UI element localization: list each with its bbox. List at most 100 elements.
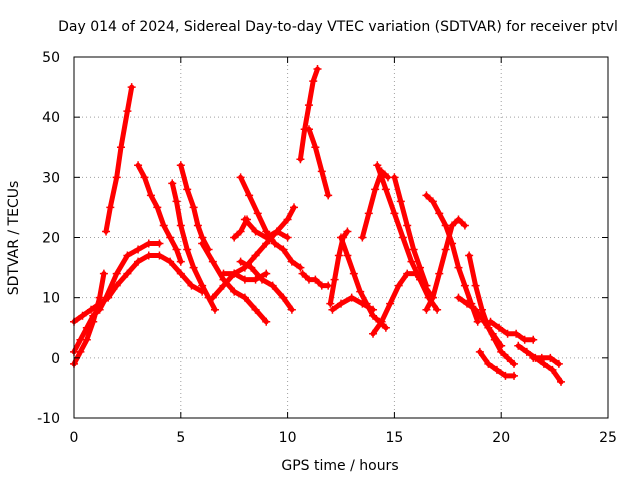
x-tick-label: 15 bbox=[385, 430, 403, 446]
data-point bbox=[189, 263, 198, 272]
data-point bbox=[208, 257, 217, 266]
data-point bbox=[381, 185, 390, 194]
data-point bbox=[454, 293, 463, 302]
data-point bbox=[176, 269, 185, 278]
series-trace bbox=[515, 343, 564, 385]
data-point bbox=[236, 173, 245, 182]
data-point bbox=[396, 197, 405, 206]
data-point bbox=[247, 263, 256, 272]
data-point bbox=[407, 257, 416, 266]
series-arc-14 bbox=[236, 173, 305, 272]
data-point bbox=[554, 359, 563, 368]
data-point bbox=[529, 335, 538, 344]
data-point bbox=[146, 191, 155, 200]
data-point bbox=[522, 347, 531, 356]
data-point bbox=[520, 335, 529, 344]
data-point bbox=[155, 239, 164, 248]
data-point bbox=[134, 257, 143, 266]
data-point bbox=[471, 281, 480, 290]
series-arc-25 bbox=[422, 215, 469, 314]
data-point bbox=[324, 281, 333, 290]
data-point bbox=[159, 221, 168, 230]
data-point bbox=[262, 269, 271, 278]
data-point bbox=[253, 209, 262, 218]
data-point bbox=[236, 227, 245, 236]
data-point bbox=[433, 305, 442, 314]
x-tick-label: 10 bbox=[279, 430, 297, 446]
x-tick-label: 5 bbox=[176, 430, 185, 446]
data-point bbox=[251, 227, 260, 236]
y-tick-label: 20 bbox=[42, 231, 60, 247]
data-point bbox=[87, 305, 96, 314]
data-point bbox=[95, 293, 104, 302]
y-tick-label: -10 bbox=[37, 411, 60, 427]
series-trace bbox=[169, 180, 218, 313]
series-trace bbox=[374, 162, 440, 313]
data-point bbox=[420, 281, 429, 290]
data-point bbox=[240, 215, 249, 224]
data-point bbox=[546, 353, 555, 362]
y-tick-label: 50 bbox=[42, 50, 60, 66]
data-point bbox=[168, 179, 177, 188]
data-point bbox=[304, 125, 313, 134]
data-point bbox=[381, 323, 390, 332]
series-arc-13 bbox=[219, 269, 271, 284]
data-point bbox=[403, 221, 412, 230]
data-point bbox=[283, 233, 292, 242]
data-point bbox=[251, 305, 260, 314]
data-point bbox=[454, 215, 463, 224]
data-point bbox=[287, 257, 296, 266]
data-point bbox=[144, 251, 153, 260]
data-point bbox=[236, 257, 245, 266]
data-point bbox=[510, 371, 519, 380]
data-point bbox=[270, 239, 279, 248]
data-point bbox=[492, 365, 501, 374]
data-point bbox=[369, 329, 378, 338]
data-point bbox=[76, 347, 85, 356]
data-point bbox=[416, 263, 425, 272]
data-point bbox=[343, 251, 352, 260]
data-point bbox=[172, 197, 181, 206]
data-point bbox=[358, 299, 367, 308]
data-point bbox=[503, 353, 512, 362]
data-point bbox=[198, 239, 207, 248]
data-point bbox=[166, 257, 175, 266]
data-point bbox=[183, 245, 192, 254]
series-trace bbox=[178, 162, 212, 252]
data-point bbox=[435, 209, 444, 218]
data-point bbox=[187, 281, 196, 290]
data-point bbox=[219, 269, 228, 278]
series-trace bbox=[456, 295, 504, 349]
data-point bbox=[240, 275, 249, 284]
data-point bbox=[460, 281, 469, 290]
data-point bbox=[112, 281, 121, 290]
data-point bbox=[409, 245, 418, 254]
data-point bbox=[390, 209, 399, 218]
data-point bbox=[134, 245, 143, 254]
data-point bbox=[484, 359, 493, 368]
data-point bbox=[539, 359, 548, 368]
data-point bbox=[460, 221, 469, 230]
data-point bbox=[349, 269, 358, 278]
series-arc-03 bbox=[70, 269, 108, 368]
data-point bbox=[153, 203, 162, 212]
data-point bbox=[326, 299, 335, 308]
series-trace bbox=[238, 174, 303, 271]
data-point bbox=[548, 365, 557, 374]
data-point bbox=[78, 311, 87, 320]
data-point bbox=[116, 143, 125, 152]
data-point bbox=[313, 65, 322, 74]
data-point bbox=[398, 233, 407, 242]
series-trace bbox=[242, 204, 297, 240]
data-point bbox=[454, 263, 463, 272]
data-point bbox=[337, 233, 345, 242]
x-axis-label: GPS time / hours bbox=[281, 458, 398, 474]
data-point bbox=[166, 233, 175, 242]
chart-title: Day 014 of 2024, Sidereal Day-to-day VTE… bbox=[58, 19, 618, 35]
data-point bbox=[99, 269, 108, 278]
data-point bbox=[448, 239, 457, 248]
data-point bbox=[488, 329, 497, 338]
x-tick-label: 20 bbox=[492, 430, 510, 446]
data-point bbox=[309, 77, 318, 86]
